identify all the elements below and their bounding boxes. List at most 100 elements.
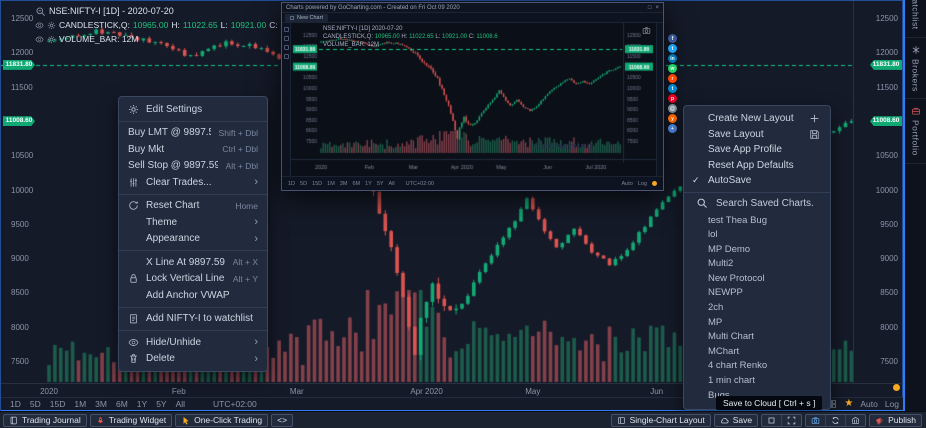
timeframe-button[interactable]: 1D	[288, 180, 296, 187]
bottom-bar-trading-widget-button[interactable]: Trading Widget	[89, 413, 173, 427]
snapshot-chart[interactable]: NSE:NIFTY-I [1D] 2020-07-20 CANDLESTICK,Q…	[291, 23, 656, 176]
context-menu-item[interactable]: Buy Mkt Ctrl + Dbl	[119, 141, 267, 158]
social-share-more-icon[interactable]: +	[668, 124, 677, 133]
time-axis[interactable]: 2020 Feb Mar Apr 2020 May Jun	[1, 383, 904, 397]
layout-menu-item[interactable]: Reset App Defaults	[684, 158, 830, 174]
context-menu-item[interactable]: Hide/Unhide ›	[119, 334, 267, 351]
timeframe-button[interactable]: 5Y	[376, 180, 384, 187]
scale-button[interactable]: Log	[637, 180, 647, 187]
layout-menu-item[interactable]: Save Layout	[684, 127, 830, 143]
social-hacker-news-icon[interactable]: y	[668, 114, 677, 123]
timeframe-button[interactable]: 15D	[312, 180, 323, 187]
tool-icon[interactable]	[283, 54, 289, 59]
social-email-icon[interactable]: @	[668, 104, 677, 113]
timeframe-button[interactable]: 15D	[49, 399, 66, 409]
saved-chart-item[interactable]: NEWPP	[708, 287, 743, 299]
timeframe-button[interactable]: 1M	[74, 399, 87, 409]
sidebar-tab-portfolio[interactable]: Portfolio	[905, 99, 926, 165]
search-saved-charts-input[interactable]: Search Saved Charts.	[684, 191, 830, 214]
context-menu-item[interactable]: Reset Chart Home	[119, 198, 267, 215]
saved-chart-item[interactable]: MP Demo	[708, 243, 751, 255]
saved-chart-item[interactable]: Bugs	[684, 389, 830, 404]
layout-menu-item[interactable]: ✓ AutoSave	[684, 173, 830, 189]
bottom-bar-screenshot-button[interactable]	[806, 415, 825, 426]
social-pinterest-icon[interactable]: p	[668, 94, 677, 103]
sidebar-tab-brokers[interactable]: Brokers	[905, 38, 926, 100]
bottom-bar-one-click-trading-button[interactable]: One-Click Trading	[175, 413, 269, 427]
camera-icon[interactable]	[642, 26, 651, 35]
context-menu-item[interactable]: Delete ›	[119, 351, 267, 368]
saved-chart-item[interactable]: New Protocol	[708, 272, 765, 284]
timeframe-button[interactable]: All	[175, 399, 186, 409]
saved-chart-item[interactable]: Multi Chart	[708, 331, 754, 343]
timeframe-button[interactable]: 1Y	[136, 399, 148, 409]
left-price-axis[interactable]: 12500 12000 11500 10500 10000 9500 9000 8500 800…	[1, 1, 57, 383]
tool-icon[interactable]	[283, 36, 289, 41]
bottom-bar-publish-button[interactable]: Publish	[869, 413, 922, 427]
bottom-bar-save-button[interactable]: Save	[713, 413, 759, 427]
context-menu-item[interactable]: Sell Stop @ 9897.59 Alt + Dbl	[119, 158, 267, 175]
timeframe-button[interactable]: 6M	[115, 399, 128, 409]
saved-chart-item[interactable]: 1 min chart	[708, 375, 755, 387]
chart-snapshot-window[interactable]: Charts powered by GoCharting.com - Creat…	[281, 2, 664, 191]
saved-chart-item[interactable]: 4 chart Renko	[708, 360, 768, 372]
log-scale-button[interactable]: Log	[884, 399, 899, 409]
bottom-bar-fullscreen-button[interactable]	[781, 414, 801, 426]
bottom-bar-single-chart-layout-button[interactable]: Single-Chart Layout	[610, 413, 711, 427]
timeframe-button[interactable]: 3M	[95, 399, 107, 409]
layout-menu-item[interactable]: Save App Profile	[684, 142, 830, 158]
gear-icon[interactable]	[47, 35, 56, 44]
saved-chart-item[interactable]: Multi2	[708, 258, 734, 270]
timeframe-button[interactable]: 5D	[29, 399, 41, 409]
context-menu-item[interactable]: Add NIFTY-I to watchlist	[119, 311, 267, 328]
bottom-bar-maximize-button[interactable]	[762, 415, 781, 426]
snapshot-chart-canvas[interactable]	[291, 23, 656, 176]
timeframe-button[interactable]: 3M	[339, 180, 348, 187]
timeframe-button[interactable]: 1D	[10, 399, 21, 409]
context-menu-item[interactable]: Buy LMT @ 9897.59 Shift + Dbl	[119, 125, 267, 142]
eye-icon[interactable]	[35, 21, 44, 30]
timeframe-button[interactable]: 6M	[352, 180, 361, 187]
social-linkedin-icon[interactable]: in	[668, 54, 677, 63]
context-menu-item[interactable]: Add Anchor VWAP	[119, 287, 267, 304]
symbol-title[interactable]: NSE:NIFTY-I [1D] - 2020-07-20	[49, 6, 174, 16]
saved-chart-item[interactable]: test Thea Bug	[708, 214, 767, 226]
layout-menu-item[interactable]: Create New Layout	[684, 111, 830, 127]
favorite-star-icon[interactable]: ★	[844, 398, 854, 409]
scale-button[interactable]: Auto	[621, 180, 633, 187]
snapshot-expand-icon[interactable]: □	[647, 4, 652, 11]
bottom-bar-refresh-layout-button[interactable]	[825, 414, 845, 426]
auto-scale-button[interactable]: Auto	[860, 399, 878, 409]
social-whatsapp-icon[interactable]: w	[668, 64, 677, 73]
context-menu-item[interactable]: Lock Vertical Line Alt + Y	[119, 271, 267, 288]
saved-chart-item[interactable]: MChart	[708, 345, 740, 357]
timeframe-button[interactable]: 1Y	[365, 180, 372, 187]
zoom-out-icon[interactable]	[35, 6, 46, 17]
sidebar-tab-watchlist[interactable]: Watchlist	[905, 0, 926, 38]
context-menu-item[interactable]: X Line At 9897.59 Alt + X	[119, 254, 267, 271]
timezone-label[interactable]: UTC+02:00	[213, 399, 257, 409]
context-menu-item[interactable]: Edit Settings	[119, 101, 267, 118]
social-reddit-icon[interactable]: r	[668, 74, 677, 83]
social-twitter-icon[interactable]: t	[668, 44, 677, 53]
right-price-axis[interactable]: 12500 12000 11500 10500 10000 9500 9000 8500 800…	[853, 1, 904, 383]
eye-icon[interactable]	[35, 35, 44, 44]
timeframe-button[interactable]: 5Y	[156, 399, 167, 409]
tool-icon[interactable]	[283, 45, 289, 50]
bottom-bar-code-view-button[interactable]: <>	[271, 413, 294, 427]
social-facebook-icon[interactable]: f	[668, 34, 677, 43]
tool-icon[interactable]	[283, 27, 289, 32]
timeframe-button[interactable]: All	[388, 180, 395, 187]
context-menu-item[interactable]: Clear Trades... ›	[119, 174, 267, 191]
saved-chart-item[interactable]: lol	[708, 229, 718, 241]
snapshot-tab[interactable]: New Chart	[285, 13, 328, 22]
context-menu-item[interactable]: Appearance ›	[119, 231, 267, 248]
social-telegram-icon[interactable]: t	[668, 84, 677, 93]
gear-icon[interactable]	[47, 21, 56, 30]
bottom-bar-trading-journal-button[interactable]: Trading Journal	[3, 413, 87, 427]
bottom-bar-exchange-button[interactable]	[845, 414, 865, 426]
snapshot-drawing-toolbar[interactable]	[282, 23, 291, 176]
snapshot-close-icon[interactable]: ×	[655, 4, 659, 11]
saved-chart-item[interactable]: MP	[708, 316, 723, 328]
timeframe-button[interactable]: 1M	[327, 180, 335, 187]
